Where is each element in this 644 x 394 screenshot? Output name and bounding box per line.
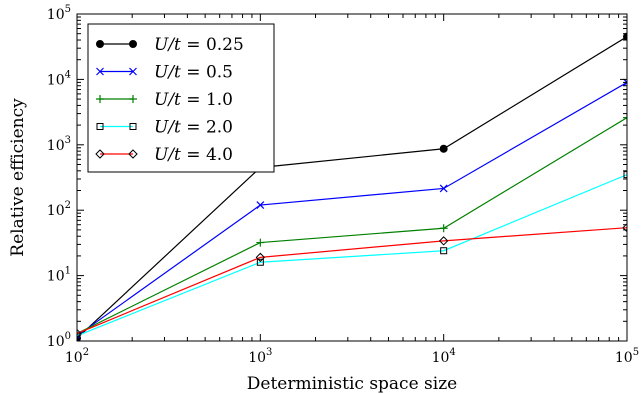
legend-marker [95, 149, 105, 159]
data-point [439, 224, 448, 233]
legend-entry: U/t = 4.0 [95, 145, 233, 165]
data-point [439, 144, 448, 153]
x-tick-label: 105 [615, 347, 639, 366]
y-tick-label: 102 [47, 200, 71, 219]
legend-label: U/t = 0.5 [154, 63, 233, 83]
tick-layer: 102 103 104 105 100 101 102 103 104 105 [47, 4, 639, 366]
data-point [623, 78, 627, 87]
legend-marker [129, 40, 137, 48]
y-axis-label: Relative efficiency [8, 98, 28, 257]
series-layer [77, 32, 627, 341]
data-point [256, 258, 264, 266]
y-tick-label: 103 [47, 135, 71, 154]
data-point [256, 238, 265, 247]
series-line [77, 174, 627, 337]
y-tick-label: 104 [47, 69, 71, 88]
data-point [622, 222, 627, 233]
series-line [77, 81, 627, 337]
legend-entry: U/t = 0.5 [96, 63, 233, 83]
y-tick-label: 101 [47, 266, 71, 285]
data-point [623, 171, 627, 179]
legend-label: U/t = 4.0 [154, 145, 233, 165]
legend-label: U/t = 1.0 [154, 90, 233, 110]
legend-box [87, 23, 275, 173]
legend-marker [96, 40, 104, 48]
data-point [438, 236, 449, 246]
data-point [623, 32, 627, 41]
data-point [623, 113, 627, 122]
legend-marker [129, 95, 137, 103]
data-point [255, 252, 266, 263]
legend-marker [129, 67, 137, 76]
legend-entry: U/t = 2.0 [96, 118, 233, 138]
legend-marker [96, 123, 104, 130]
data-point [440, 247, 448, 255]
legend-marker [96, 95, 104, 103]
x-tick-label: 102 [65, 347, 89, 366]
data-point [77, 332, 81, 340]
y-tick-label: 100 [47, 331, 71, 350]
legend: U/t = 0.25 U/t = 0.5 U/t = 1.0 U/t = 2.0 U/t… [87, 23, 275, 173]
legend-marker [96, 67, 104, 76]
plot-frame [76, 13, 628, 342]
legend-entry: U/t = 0.25 [96, 35, 244, 55]
legend-label: U/t = 0.25 [154, 35, 244, 55]
data-point [77, 328, 82, 339]
series-line [77, 117, 627, 335]
series-line [77, 227, 627, 335]
series-u-t-4-0 [77, 222, 627, 339]
x-tick-label: 103 [248, 347, 272, 366]
data-point [439, 184, 448, 193]
legend-entry: U/t = 1.0 [96, 90, 233, 110]
series-u-t-2-0 [77, 171, 627, 340]
x-tick-label: 104 [432, 347, 456, 366]
y-tick-label: 105 [47, 4, 71, 23]
x-axis-label: Deterministic space size [247, 374, 457, 394]
legend-marker [128, 149, 138, 159]
legend-marker [129, 123, 137, 130]
legend-label: U/t = 2.0 [154, 118, 233, 138]
series-line [77, 36, 627, 339]
data-point [256, 201, 265, 209]
